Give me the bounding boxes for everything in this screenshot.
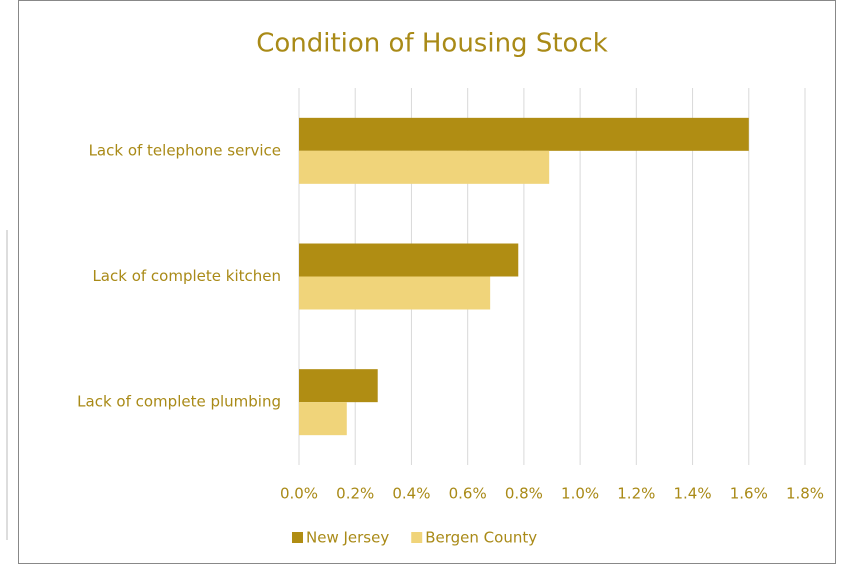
x-tick-label: 0.6% [449,485,487,503]
bar [299,243,519,277]
x-tick-label: 1.6% [730,485,768,503]
x-tick-label: 0.4% [392,485,430,503]
x-tick-label: 0.2% [336,485,374,503]
y-tick-label: Lack of telephone service [89,141,281,159]
y-tick-label: Lack of complete plumbing [77,393,281,411]
y-tick-label: Lack of complete kitchen [92,267,281,285]
x-tick-label: 1.2% [617,485,655,503]
bar [299,276,491,310]
bar [299,402,347,436]
legend-label: New Jersey [306,529,389,547]
x-tick-label: 1.0% [561,485,599,503]
x-tick-label: 0.8% [505,485,543,503]
legend-swatch [292,532,303,543]
x-tick-label: 1.4% [674,485,712,503]
x-tick-label: 1.8% [786,485,824,503]
legend-swatch [411,532,423,543]
bar [299,369,378,403]
legend-label: Bergen County [425,529,537,547]
chart-title: Condition of Housing Stock [256,29,608,59]
bar [299,117,749,151]
bar [299,150,550,184]
x-tick-label: 0.0% [280,485,318,503]
